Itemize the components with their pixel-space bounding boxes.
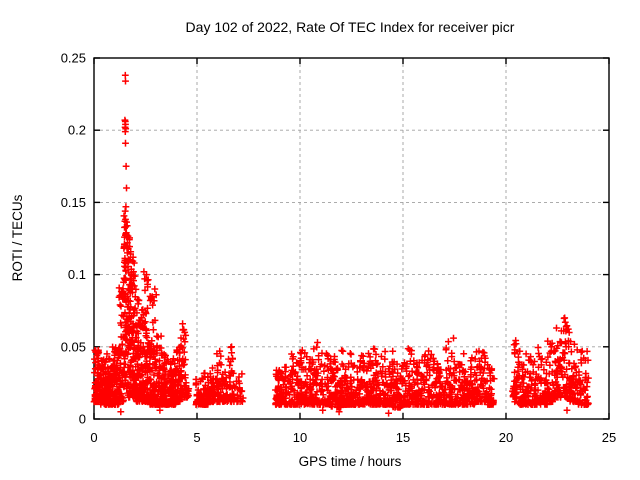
tick-labels: 0 5 10 15 20 25 0 0.05 0.1 0.15 0.2 0.25 xyxy=(61,51,617,446)
y-tick-label: 0 xyxy=(79,412,86,427)
chart-title: Day 102 of 2022, Rate Of TEC Index for r… xyxy=(186,19,515,35)
y-tick-label: 0.05 xyxy=(61,339,86,354)
x-tick-label: 20 xyxy=(499,430,513,445)
x-tick-label: 15 xyxy=(396,430,410,445)
scatter-points xyxy=(90,71,592,417)
plot-border-and-ticks xyxy=(93,57,610,420)
data-point-markers xyxy=(90,71,592,417)
plot-border xyxy=(93,57,610,420)
y-tick-label: 0.1 xyxy=(68,267,86,282)
y-tick-label: 0.2 xyxy=(68,123,86,138)
y-tick-label: 0.25 xyxy=(61,51,86,66)
x-tick-label: 10 xyxy=(293,430,307,445)
x-tick-label: 5 xyxy=(193,430,200,445)
y-axis-label: ROTI / TECUs xyxy=(10,194,25,281)
x-tick-label: 0 xyxy=(90,430,97,445)
y-tick-label: 0.15 xyxy=(61,195,86,210)
x-tick-label: 25 xyxy=(602,430,616,445)
x-axis-label: GPS time / hours xyxy=(299,454,402,469)
